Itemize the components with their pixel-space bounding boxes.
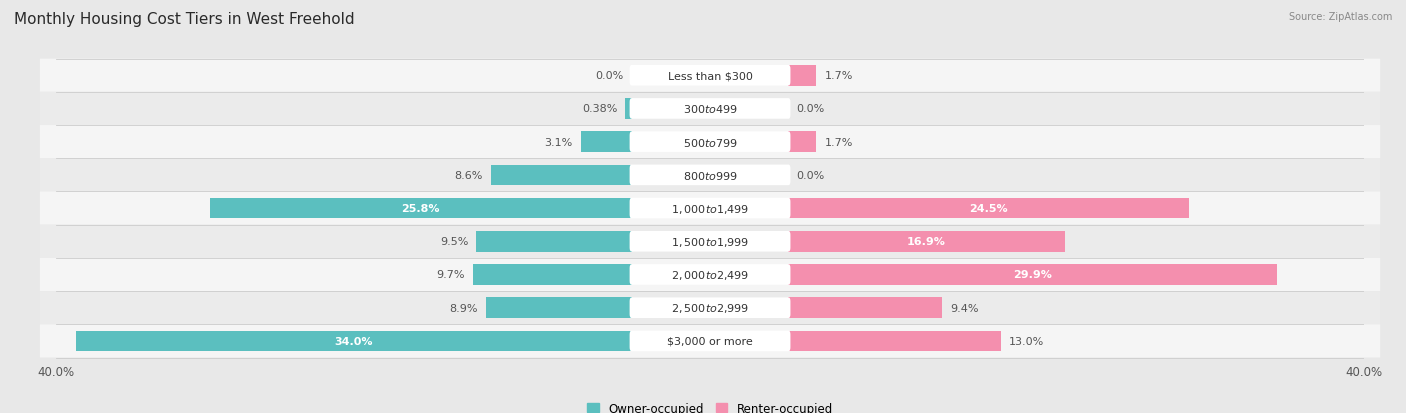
- Text: 9.4%: 9.4%: [950, 303, 979, 313]
- Bar: [789, 231, 1064, 252]
- Text: 0.0%: 0.0%: [797, 104, 825, 114]
- FancyBboxPatch shape: [630, 231, 790, 252]
- Text: $1,500 to $1,999: $1,500 to $1,999: [671, 235, 749, 248]
- Text: $800 to $999: $800 to $999: [682, 169, 738, 181]
- Bar: [789, 198, 1189, 219]
- Text: Source: ZipAtlas.com: Source: ZipAtlas.com: [1288, 12, 1392, 22]
- Bar: [789, 331, 1001, 351]
- FancyBboxPatch shape: [630, 265, 790, 285]
- FancyBboxPatch shape: [39, 292, 1381, 325]
- Text: $2,500 to $2,999: $2,500 to $2,999: [671, 301, 749, 314]
- FancyBboxPatch shape: [630, 99, 790, 119]
- FancyBboxPatch shape: [630, 66, 790, 86]
- Bar: [486, 298, 631, 318]
- Text: 24.5%: 24.5%: [969, 204, 1008, 214]
- Text: 8.9%: 8.9%: [450, 303, 478, 313]
- Text: $500 to $799: $500 to $799: [682, 136, 738, 148]
- FancyBboxPatch shape: [630, 298, 790, 318]
- Bar: [789, 298, 942, 318]
- Text: 0.38%: 0.38%: [582, 104, 617, 114]
- FancyBboxPatch shape: [39, 325, 1381, 358]
- Text: $3,000 or more: $3,000 or more: [668, 336, 752, 346]
- Bar: [789, 66, 817, 86]
- Text: 13.0%: 13.0%: [1010, 336, 1045, 346]
- Text: 0.0%: 0.0%: [595, 71, 623, 81]
- FancyBboxPatch shape: [630, 198, 790, 219]
- Bar: [491, 165, 631, 186]
- Bar: [472, 265, 631, 285]
- FancyBboxPatch shape: [630, 132, 790, 152]
- Text: 8.6%: 8.6%: [454, 171, 482, 180]
- Text: 1.7%: 1.7%: [824, 137, 853, 147]
- Bar: [789, 265, 1277, 285]
- Bar: [209, 198, 631, 219]
- Bar: [626, 99, 631, 119]
- FancyBboxPatch shape: [39, 93, 1381, 126]
- Text: $1,000 to $1,499: $1,000 to $1,499: [671, 202, 749, 215]
- FancyBboxPatch shape: [39, 258, 1381, 292]
- Bar: [789, 132, 817, 152]
- Text: Less than $300: Less than $300: [668, 71, 752, 81]
- Text: 3.1%: 3.1%: [544, 137, 572, 147]
- Bar: [581, 132, 631, 152]
- FancyBboxPatch shape: [630, 165, 790, 186]
- FancyBboxPatch shape: [39, 192, 1381, 225]
- Text: 9.7%: 9.7%: [436, 270, 465, 280]
- Text: Monthly Housing Cost Tiers in West Freehold: Monthly Housing Cost Tiers in West Freeh…: [14, 12, 354, 27]
- Text: 9.5%: 9.5%: [440, 237, 468, 247]
- Text: $300 to $499: $300 to $499: [682, 103, 738, 115]
- FancyBboxPatch shape: [630, 331, 790, 351]
- FancyBboxPatch shape: [39, 59, 1381, 93]
- Text: 1.7%: 1.7%: [824, 71, 853, 81]
- Text: 16.9%: 16.9%: [907, 237, 946, 247]
- Text: 25.8%: 25.8%: [402, 204, 440, 214]
- Text: 0.0%: 0.0%: [797, 171, 825, 180]
- Text: $2,000 to $2,499: $2,000 to $2,499: [671, 268, 749, 281]
- FancyBboxPatch shape: [39, 225, 1381, 258]
- Bar: [477, 231, 631, 252]
- Text: 34.0%: 34.0%: [335, 336, 373, 346]
- FancyBboxPatch shape: [39, 126, 1381, 159]
- FancyBboxPatch shape: [39, 159, 1381, 192]
- Text: 29.9%: 29.9%: [1014, 270, 1052, 280]
- Bar: [76, 331, 631, 351]
- Legend: Owner-occupied, Renter-occupied: Owner-occupied, Renter-occupied: [582, 397, 838, 413]
